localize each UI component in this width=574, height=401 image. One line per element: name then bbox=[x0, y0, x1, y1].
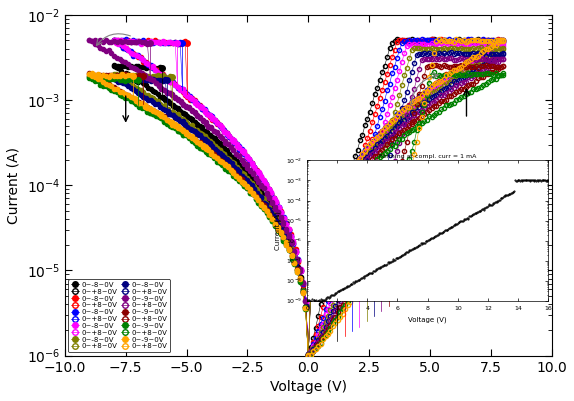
X-axis label: Voltage (V): Voltage (V) bbox=[270, 380, 347, 394]
Y-axis label: Current (A): Current (A) bbox=[7, 147, 21, 224]
Title: Forming at compl. curr = 1 mA: Forming at compl. curr = 1 mA bbox=[379, 154, 476, 159]
Y-axis label: Current (A): Current (A) bbox=[274, 211, 281, 250]
Legend: 0~-8~0V, 0~+8~0V, 0~-8~0V, 0~+8~0V, 0~-8~0V, 0~+8~0V, 0~-8~0V, 0~+8~0V, 0~-8~0V,: 0~-8~0V, 0~+8~0V, 0~-8~0V, 0~+8~0V, 0~-8… bbox=[68, 279, 170, 352]
X-axis label: Voltage (V): Voltage (V) bbox=[408, 316, 447, 323]
